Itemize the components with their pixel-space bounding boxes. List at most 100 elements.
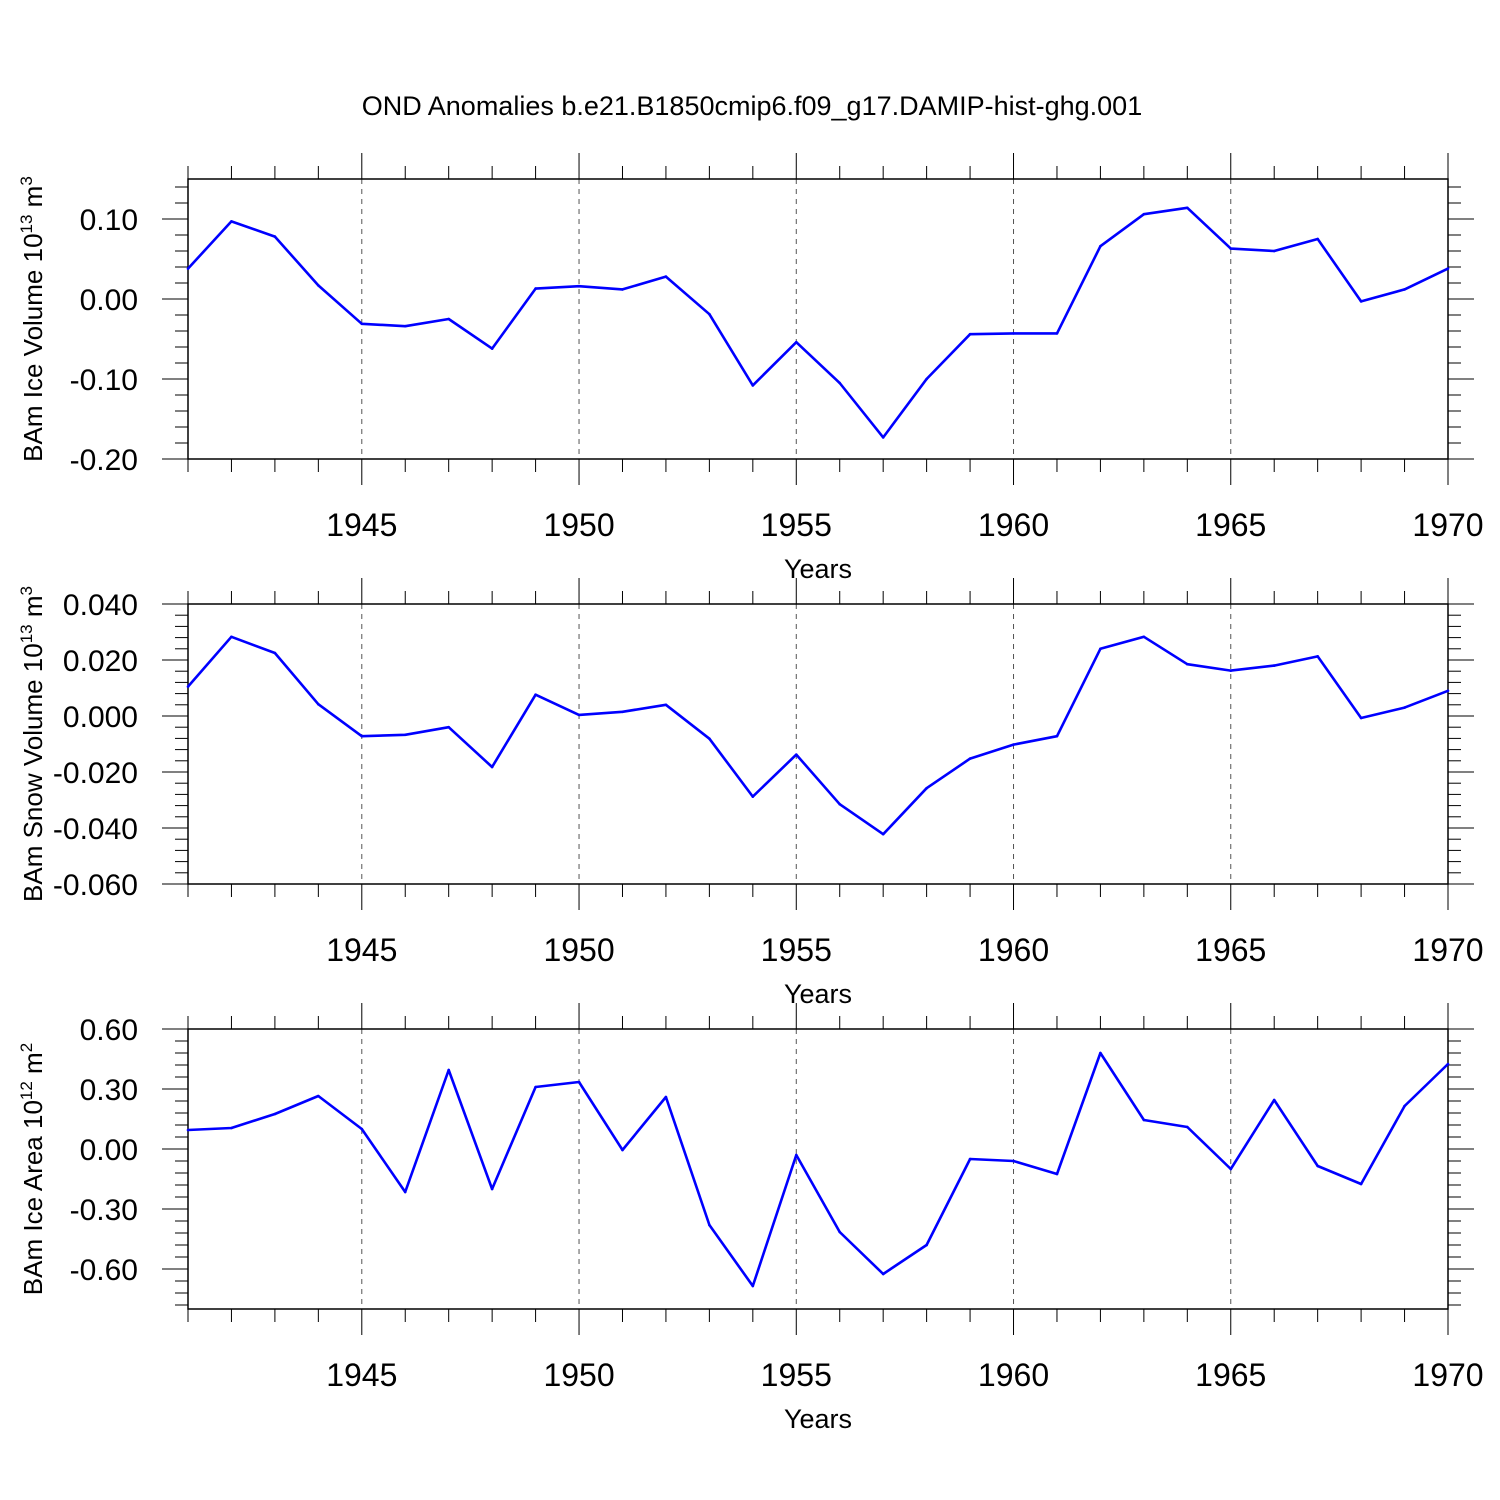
data-point — [1446, 689, 1450, 693]
y-axis-label: BAm Ice Volume 1013 m3 — [17, 176, 48, 462]
data-point — [1055, 1172, 1059, 1176]
y-axis-label-part: BAm Ice Area 10 — [18, 1100, 48, 1295]
data-point — [968, 757, 972, 760]
x-tick-label: 1965 — [1195, 932, 1266, 968]
y-axis-label-part: 13 — [17, 624, 36, 643]
data-point — [881, 832, 885, 836]
data-point — [447, 725, 450, 729]
x-tick-label: 1945 — [326, 507, 397, 543]
x-tick-label: 1955 — [761, 1357, 832, 1393]
data-point — [1446, 1062, 1450, 1066]
data-point — [708, 1223, 711, 1227]
data-point — [317, 1094, 320, 1098]
data-point — [403, 324, 407, 328]
x-tick-label: 1955 — [761, 932, 832, 968]
data-point — [490, 1187, 494, 1191]
data-point — [1316, 655, 1319, 658]
data-point — [664, 1095, 668, 1099]
plot-frame — [187, 1028, 1449, 1310]
y-tick-label: -0.20 — [70, 444, 138, 477]
data-point — [664, 703, 668, 707]
x-tick-label: 1965 — [1195, 1357, 1266, 1393]
x-tick-label: 1950 — [543, 932, 614, 968]
data-point — [403, 1190, 407, 1194]
data-point — [317, 284, 320, 287]
data-point — [1316, 237, 1319, 241]
y-tick-label: 0.00 — [80, 284, 138, 317]
panels: 0.10 0.00 -0.10 -0.20 1945 1950 1955 1960 1965 19… — [17, 153, 1484, 1434]
panel-2: 0.040 0.020 0.000 -0.020 -0.040 -0.060 1945 195… — [17, 578, 1484, 1009]
y-axis-label-part: BAm Snow Volume 10 — [18, 643, 48, 902]
panel-3: 0.60 0.30 0.00 -0.30 -0.60 1945 1950 1955 1960 19… — [17, 1003, 1484, 1434]
data-point — [925, 377, 928, 381]
x-tick-label: 1960 — [978, 932, 1049, 968]
data-point — [1229, 247, 1233, 250]
data-point — [925, 1243, 928, 1247]
data-point — [1403, 288, 1406, 291]
data-point — [447, 317, 450, 321]
y-axis-label-part: m — [18, 1052, 48, 1081]
data-point — [317, 702, 320, 706]
data-point — [794, 340, 798, 344]
data-point — [534, 1085, 537, 1089]
data-point — [1186, 206, 1189, 210]
data-point — [794, 1153, 798, 1157]
plot-frame — [187, 178, 1449, 460]
x-tick-label: 1970 — [1412, 932, 1483, 968]
x-tick-label: 1955 — [761, 507, 832, 543]
data-point — [664, 275, 668, 278]
data-point — [1099, 647, 1102, 651]
data-point — [1229, 1167, 1233, 1171]
data-point — [490, 765, 494, 769]
series-line — [187, 635, 1449, 836]
y-axis-label-part: m — [18, 595, 48, 624]
data-point — [751, 384, 755, 387]
data-point — [1012, 1159, 1015, 1163]
data-point — [1055, 332, 1059, 335]
y-axis-label-part: BAm Ice Volume 10 — [18, 233, 48, 461]
y-tick-label: -0.020 — [53, 757, 138, 790]
x-tick-label: 1960 — [978, 1357, 1049, 1393]
data-point — [1099, 1051, 1102, 1055]
data-point — [1142, 1118, 1146, 1122]
data-point — [751, 795, 755, 798]
data-point — [360, 322, 364, 326]
data-point — [621, 288, 624, 291]
x-tick-label: 1960 — [978, 507, 1049, 543]
x-axis-label: Years — [784, 1404, 852, 1434]
y-tick-label: -0.60 — [70, 1254, 138, 1287]
data-point — [534, 693, 537, 697]
x-tick-label: 1950 — [543, 507, 614, 543]
data-point — [1229, 669, 1233, 672]
data-point — [1012, 743, 1015, 746]
data-point — [577, 284, 581, 288]
data-point — [881, 436, 885, 439]
data-point — [1272, 664, 1276, 667]
y-tick-label: -0.30 — [70, 1194, 138, 1227]
data-point — [186, 1128, 190, 1132]
x-tick-label: 1945 — [326, 932, 397, 968]
x-tick-label: 1970 — [1412, 507, 1483, 543]
data-point — [186, 267, 190, 270]
data-point — [751, 1284, 755, 1288]
x-axis-label: Years — [784, 979, 852, 1009]
data-point — [621, 710, 624, 714]
data-point — [1359, 300, 1363, 303]
data-point — [1359, 716, 1363, 720]
data-point — [273, 651, 277, 655]
data-point — [1142, 212, 1146, 216]
data-point — [186, 685, 190, 688]
data-point — [925, 786, 928, 790]
series-line — [187, 206, 1449, 439]
data-point — [1012, 332, 1015, 335]
y-axis-label: BAm Ice Area 1012 m2 — [17, 1043, 48, 1295]
data-point — [490, 347, 494, 350]
data-point — [230, 1126, 233, 1130]
y-axis-label-part: 2 — [17, 1043, 36, 1052]
plot-frame — [187, 603, 1449, 885]
y-axis-label-part: m — [18, 186, 48, 215]
x-tick-label: 1965 — [1195, 507, 1266, 543]
data-point — [708, 312, 711, 316]
data-point — [794, 753, 798, 756]
